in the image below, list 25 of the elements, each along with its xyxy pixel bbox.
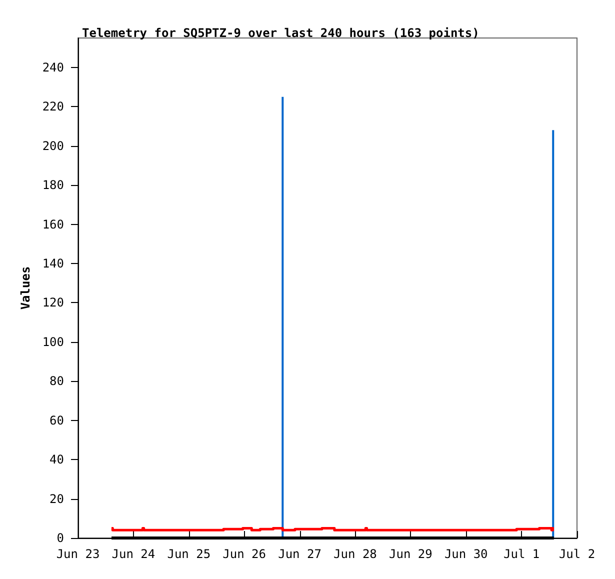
x-tick-label: Jun 27: [278, 547, 322, 561]
y-tick-label: 80: [50, 374, 64, 388]
y-tick-label: 160: [42, 217, 64, 232]
y-tick-label: 60: [50, 413, 64, 428]
x-tick-label: Jun 26: [222, 547, 266, 561]
y-tick-label: 120: [42, 296, 64, 310]
y-tick-label: 180: [42, 178, 64, 192]
y-tick-label: 100: [42, 334, 64, 349]
y-tick-label: 0: [56, 531, 64, 545]
x-tick-label: Jun 24: [112, 547, 156, 561]
y-axis-title: Values: [18, 266, 32, 310]
x-tick-label: Jun 29: [388, 547, 432, 561]
y-tick-label: 200: [42, 138, 64, 153]
x-tick-label: Jul 1: [503, 547, 540, 561]
y-tick-label: 40: [50, 452, 64, 467]
y-tick-label: 140: [42, 256, 64, 270]
y-tick-label: 20: [50, 492, 64, 506]
x-tick-label: Jun 30: [444, 547, 488, 561]
y-tick-label: 240: [42, 60, 64, 74]
x-tick-label: Jun 25: [167, 547, 211, 561]
x-tick-label: Jun 28: [334, 547, 377, 561]
y-tick-label: 220: [42, 100, 64, 114]
chart-title: Telemetry for SQ5PTZ-9 over last 240 hours (163 points): [82, 26, 480, 40]
x-tick-label: Jul 2: [558, 547, 596, 561]
x-tick-label: Jun 23: [56, 547, 100, 561]
